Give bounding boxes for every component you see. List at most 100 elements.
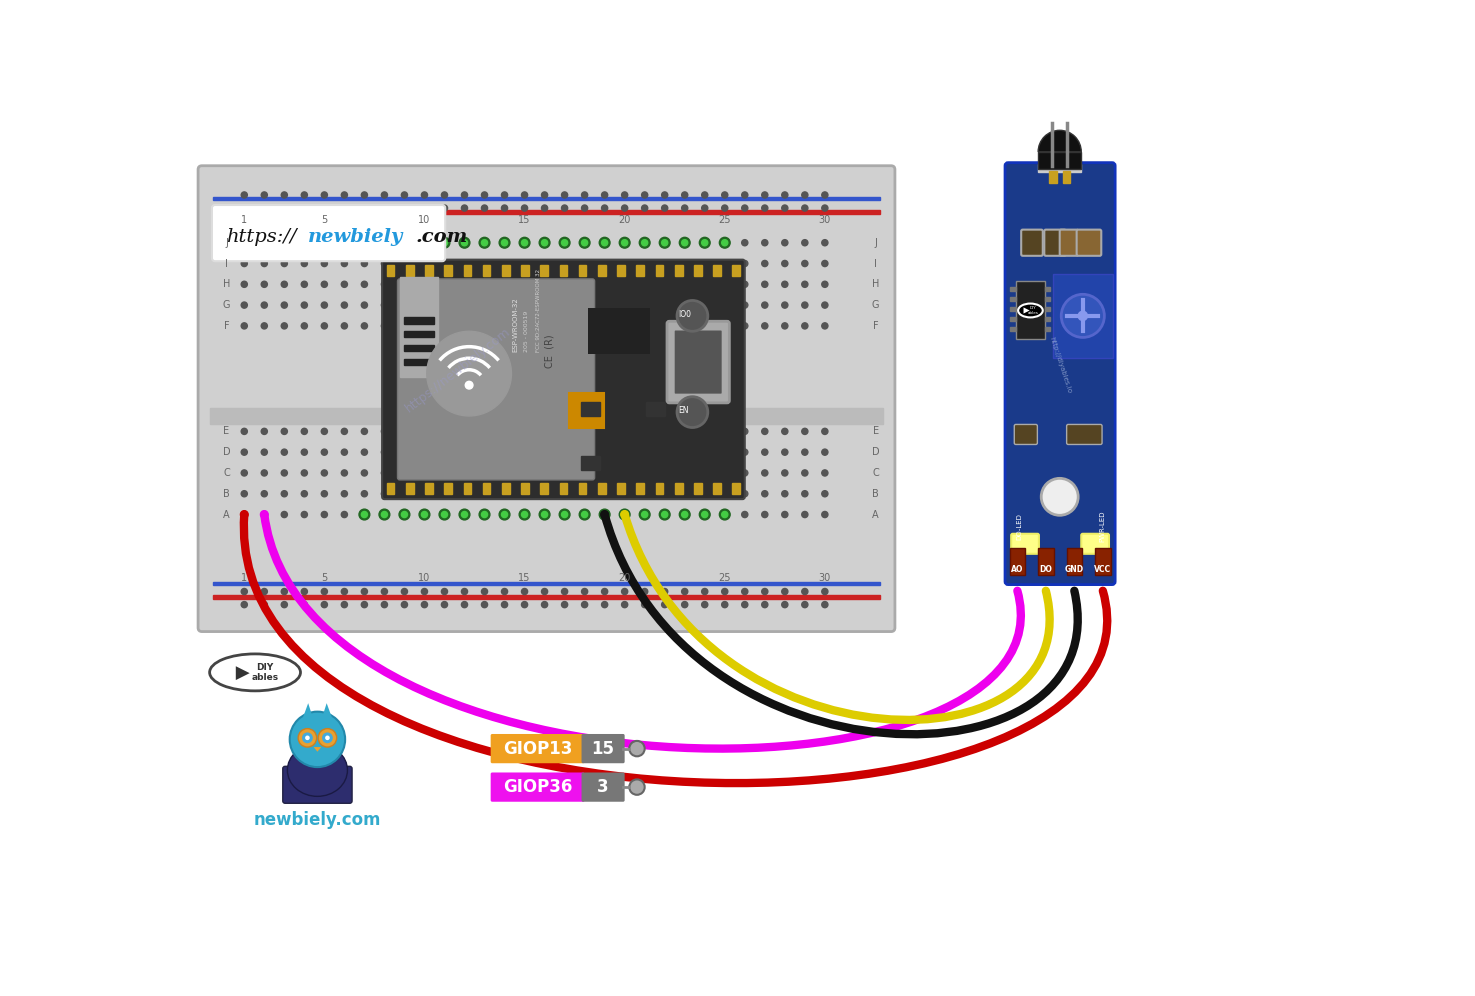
Circle shape xyxy=(802,205,808,211)
Circle shape xyxy=(782,491,788,497)
Circle shape xyxy=(642,281,648,288)
Circle shape xyxy=(522,281,528,288)
Circle shape xyxy=(822,602,827,608)
Circle shape xyxy=(562,260,568,267)
Circle shape xyxy=(782,512,788,518)
FancyBboxPatch shape xyxy=(491,734,584,763)
Circle shape xyxy=(681,192,687,198)
Circle shape xyxy=(662,491,668,497)
Circle shape xyxy=(702,470,708,476)
Circle shape xyxy=(721,512,727,518)
Circle shape xyxy=(562,470,568,476)
Bar xyxy=(406,265,413,276)
Circle shape xyxy=(559,237,569,248)
Circle shape xyxy=(681,589,687,595)
Circle shape xyxy=(702,240,708,246)
Circle shape xyxy=(681,323,687,329)
Circle shape xyxy=(602,205,608,211)
Circle shape xyxy=(742,205,748,211)
Circle shape xyxy=(702,205,708,211)
Circle shape xyxy=(721,302,727,308)
Circle shape xyxy=(401,602,407,608)
Circle shape xyxy=(282,428,288,434)
Circle shape xyxy=(621,192,628,198)
Circle shape xyxy=(426,332,512,416)
Circle shape xyxy=(361,205,367,211)
Circle shape xyxy=(422,281,428,288)
Bar xyxy=(404,346,435,352)
Circle shape xyxy=(680,509,690,520)
Bar xyxy=(502,483,510,494)
Text: 5: 5 xyxy=(322,214,327,225)
Circle shape xyxy=(341,602,348,608)
Circle shape xyxy=(562,302,568,308)
Text: G: G xyxy=(872,300,879,310)
Circle shape xyxy=(361,240,367,246)
Text: F: F xyxy=(224,321,230,331)
Circle shape xyxy=(662,512,668,518)
Circle shape xyxy=(822,449,827,455)
FancyBboxPatch shape xyxy=(1059,230,1078,256)
Circle shape xyxy=(761,205,768,211)
Circle shape xyxy=(782,323,788,329)
Circle shape xyxy=(621,491,628,497)
Text: IO0: IO0 xyxy=(678,310,692,319)
Circle shape xyxy=(782,602,788,608)
Circle shape xyxy=(519,237,530,248)
Circle shape xyxy=(382,323,388,329)
Circle shape xyxy=(822,589,827,595)
Circle shape xyxy=(481,470,488,476)
Circle shape xyxy=(581,323,587,329)
Text: H: H xyxy=(223,279,230,289)
Circle shape xyxy=(802,302,808,308)
Circle shape xyxy=(742,512,748,518)
Circle shape xyxy=(481,281,488,288)
Circle shape xyxy=(401,240,407,246)
Circle shape xyxy=(419,237,429,248)
Circle shape xyxy=(782,240,788,246)
Circle shape xyxy=(422,428,428,434)
Circle shape xyxy=(242,323,248,329)
Circle shape xyxy=(822,240,827,246)
Circle shape xyxy=(602,602,608,608)
Circle shape xyxy=(422,491,428,497)
Circle shape xyxy=(742,470,748,476)
Circle shape xyxy=(301,602,307,608)
Circle shape xyxy=(522,512,528,518)
Circle shape xyxy=(341,470,348,476)
Circle shape xyxy=(1041,478,1078,515)
Circle shape xyxy=(382,602,388,608)
Circle shape xyxy=(822,512,827,518)
Circle shape xyxy=(522,192,528,198)
Circle shape xyxy=(681,449,687,455)
Text: F: F xyxy=(873,321,879,331)
Circle shape xyxy=(761,602,768,608)
Text: PWR-LED: PWR-LED xyxy=(1100,510,1106,542)
Circle shape xyxy=(822,260,827,267)
Text: CE  (R): CE (R) xyxy=(544,335,555,368)
Bar xyxy=(214,196,879,200)
Circle shape xyxy=(702,323,708,329)
Circle shape xyxy=(802,512,808,518)
Circle shape xyxy=(361,512,367,518)
Circle shape xyxy=(462,302,468,308)
Circle shape xyxy=(261,428,267,434)
Text: E: E xyxy=(224,426,230,436)
FancyBboxPatch shape xyxy=(1081,534,1109,554)
Circle shape xyxy=(302,732,313,743)
Text: 205 - 000519: 205 - 000519 xyxy=(525,310,530,352)
Text: GIOP36: GIOP36 xyxy=(503,778,572,796)
Circle shape xyxy=(282,589,288,595)
Circle shape xyxy=(422,240,428,246)
Circle shape xyxy=(341,428,348,434)
Circle shape xyxy=(642,240,648,246)
Circle shape xyxy=(720,237,730,248)
Circle shape xyxy=(742,602,748,608)
Circle shape xyxy=(282,260,288,267)
Bar xyxy=(597,483,606,494)
FancyBboxPatch shape xyxy=(397,279,594,480)
Circle shape xyxy=(462,470,468,476)
Text: https://: https:// xyxy=(227,228,296,246)
Text: A: A xyxy=(872,510,879,520)
Text: A: A xyxy=(223,510,230,520)
